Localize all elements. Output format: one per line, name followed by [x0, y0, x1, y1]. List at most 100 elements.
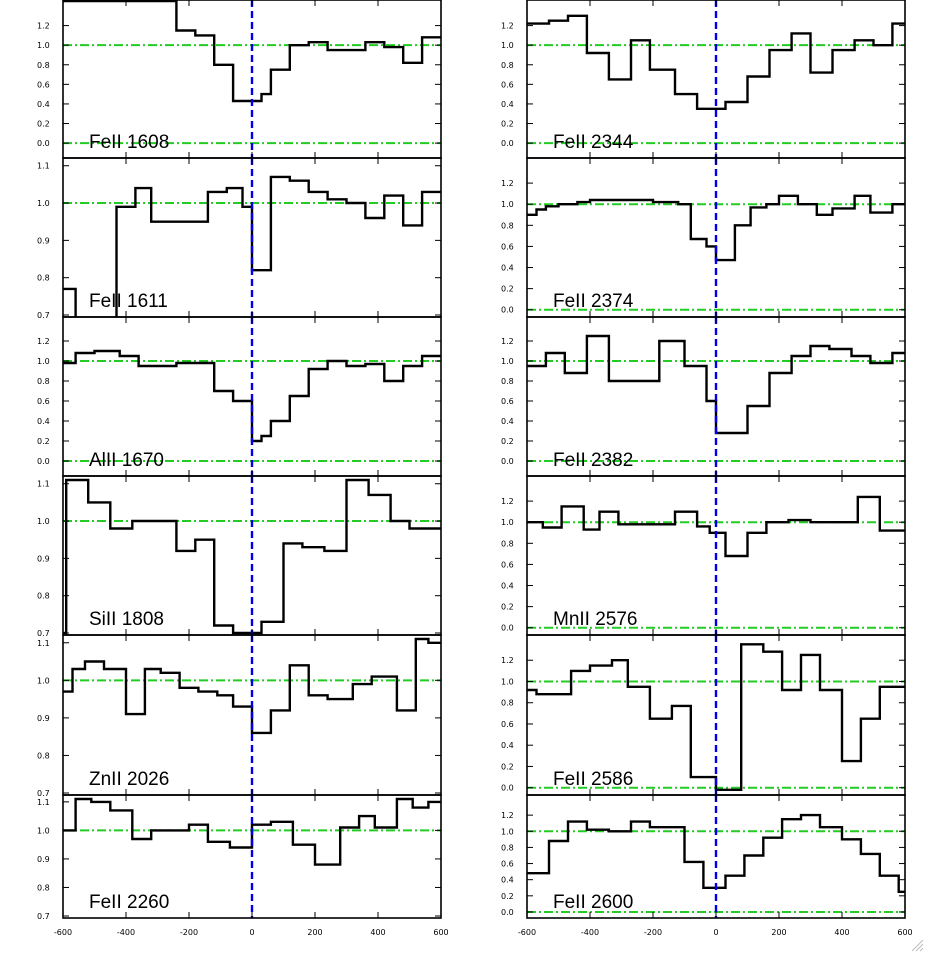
ion-label: FeII 2586	[553, 769, 633, 790]
y-tick-label: 0.4	[37, 100, 50, 109]
x-tick-label: 0	[249, 928, 254, 937]
spectrum-step-line	[63, 349, 441, 443]
y-tick-label: 0.4	[501, 582, 514, 591]
y-tick-label: 0.8	[37, 751, 50, 760]
y-tick-label: 1.1	[37, 639, 50, 648]
y-tick-label: 0.4	[501, 264, 514, 273]
y-tick-label: 0.6	[501, 560, 514, 569]
y-tick-label: 0.2	[501, 762, 514, 771]
x-tick-label: -600	[54, 928, 72, 937]
y-tick-label: 1.0	[501, 41, 514, 50]
y-tick-label: 0.6	[501, 397, 514, 406]
spectrum-step-line	[527, 813, 905, 893]
y-tick-label: 0.4	[501, 741, 514, 750]
y-tick-label: 0.2	[37, 120, 50, 129]
y-tick-label: 0.8	[501, 221, 514, 230]
y-tick-label: 0.4	[501, 100, 514, 109]
ion-label: MnII 2576	[553, 609, 638, 630]
y-tick-label: 1.0	[37, 517, 50, 526]
panel-feii-2374: 0.0 0.2 0.4 0.6 0.8 1.0 1.2 FeII 2374	[501, 157, 906, 318]
y-tick-label: 0.9	[37, 236, 50, 245]
y-tick-label: 1.0	[37, 357, 50, 366]
y-tick-label: 1.1	[37, 798, 50, 807]
y-tick-label: 1.1	[37, 480, 50, 489]
x-tick-label: 600	[433, 928, 448, 937]
x-tick-label: -600	[518, 928, 536, 937]
y-tick-label: 0.9	[37, 554, 50, 563]
y-tick-label: 1.0	[37, 199, 50, 208]
y-tick-label: 0.9	[37, 714, 50, 723]
x-tick-label: 0	[713, 928, 718, 937]
ion-label: AlII 1670	[89, 450, 164, 471]
y-tick-label: 0.4	[501, 876, 514, 885]
y-tick-label: 1.2	[501, 497, 514, 506]
ion-label: FeII 2344	[553, 132, 634, 153]
y-tick-label: 0.0	[501, 457, 514, 466]
y-tick-label: 1.2	[501, 337, 514, 346]
y-tick-label: 1.2	[37, 337, 50, 346]
x-tick-label: 400	[370, 928, 385, 937]
y-tick-label: 1.0	[37, 676, 50, 685]
spectrum-step-line	[527, 14, 905, 110]
panel-feii-1608: 0.0 0.2 0.4 0.6 0.8 1.0 1.2 FeII 1608	[37, 0, 442, 159]
panel-feii-1611: 0.7 0.8 0.9 1.0 1.1 FeII 1611	[37, 157, 442, 320]
y-tick-label: 0.6	[37, 397, 50, 406]
ion-label: SiII 1808	[89, 609, 164, 630]
y-tick-label: 1.2	[501, 656, 514, 665]
y-tick-label: 1.0	[37, 826, 50, 835]
ion-label: FeII 2374	[553, 291, 634, 312]
spectrum-step-line	[63, 0, 441, 103]
y-tick-label: 0.2	[501, 892, 514, 901]
ion-label: FeII 2382	[553, 450, 633, 471]
panel-znii-2026: 0.7 0.8 0.9 1.0 1.1 ZnII 2026	[37, 634, 442, 798]
y-tick-label: 1.0	[501, 200, 514, 209]
x-tick-label: 200	[771, 928, 786, 937]
panel-feii-2382: 0.0 0.2 0.4 0.6 0.8 1.0 1.2 FeII 2382	[501, 316, 906, 477]
panel-feii-2260: 0.7 0.8 0.9 1.0 1.1 FeII 2260	[37, 794, 442, 921]
y-tick-label: 0.2	[37, 437, 50, 446]
y-tick-label: 1.0	[501, 518, 514, 527]
y-tick-label: 0.4	[37, 417, 50, 426]
ion-label: FeII 2600	[553, 892, 633, 913]
y-tick-label: 0.8	[501, 699, 514, 708]
y-tick-label: 0.8	[501, 539, 514, 548]
panel-siii-1808: 0.7 0.8 0.9 1.0 1.1 SiII 1808	[37, 475, 442, 638]
panel-alii-1670: 0.0 0.2 0.4 0.6 0.8 1.0 1.2 AlII 1670	[37, 316, 442, 477]
y-tick-label: 0.0	[501, 784, 514, 793]
ion-label: FeII 2260	[89, 892, 169, 913]
y-tick-label: 0.0	[501, 139, 514, 148]
y-tick-label: 0.2	[501, 437, 514, 446]
y-tick-label: 0.2	[501, 603, 514, 612]
spectrum-step-line	[63, 797, 441, 866]
y-tick-label: 0.8	[501, 377, 514, 386]
y-tick-label: 0.2	[501, 120, 514, 129]
x-tick-label: 600	[897, 928, 912, 937]
y-tick-label: 0.8	[501, 61, 514, 70]
panel-feii-2600: 0.0 0.2 0.4 0.6 0.8 1.0 1.2 FeII 2600	[501, 794, 906, 919]
y-tick-label: 0.0	[37, 139, 50, 148]
y-tick-label: 0.9	[37, 855, 50, 864]
y-tick-label: 1.2	[37, 22, 50, 31]
y-tick-label: 1.0	[501, 827, 514, 836]
y-tick-label: 0.6	[501, 242, 514, 251]
spectrum-step-line	[527, 334, 905, 435]
y-tick-label: 0.6	[37, 80, 50, 89]
y-tick-label: 0.7	[37, 789, 50, 798]
spectrum-step-line	[63, 637, 441, 735]
y-tick-label: 0.7	[37, 311, 50, 320]
y-tick-label: 0.8	[37, 274, 50, 283]
x-tick-label: -200	[180, 928, 198, 937]
x-tick-label: -400	[117, 928, 135, 937]
y-tick-label: 0.6	[501, 860, 514, 869]
y-tick-label: 0.7	[37, 912, 50, 921]
y-tick-label: 0.6	[501, 80, 514, 89]
y-tick-label: 0.0	[501, 908, 514, 917]
y-tick-label: 1.0	[501, 677, 514, 686]
ion-label: FeII 1611	[89, 291, 168, 312]
panel-feii-2344: 0.0 0.2 0.4 0.6 0.8 1.0 1.2 FeII 2344	[501, 0, 906, 159]
y-tick-label: 0.8	[37, 377, 50, 386]
y-tick-label: 1.1	[37, 162, 50, 171]
y-tick-label: 0.0	[501, 306, 514, 315]
y-tick-label: 1.2	[501, 179, 514, 188]
spectrum-step-line	[527, 495, 905, 558]
